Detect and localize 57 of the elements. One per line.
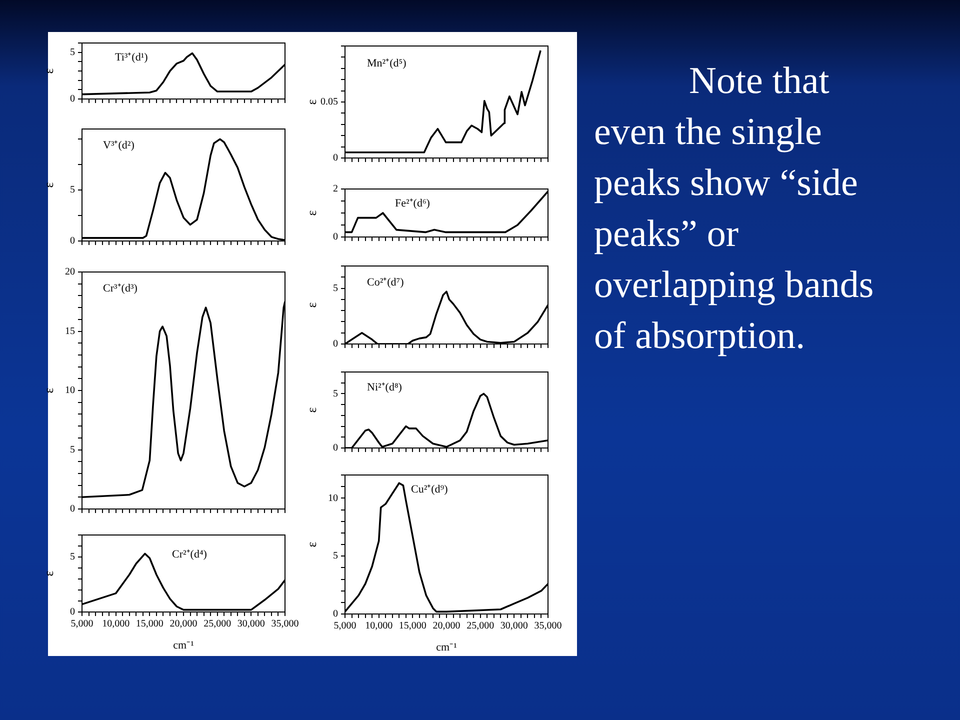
x-tick-label: 5,000 — [70, 618, 94, 630]
y-tick-label: 0 — [70, 606, 75, 618]
y-axis-title: ε — [41, 570, 56, 576]
y-tick-label: 15 — [65, 326, 75, 337]
text: Ni²⁺(d⁸) — [367, 381, 402, 394]
y-tick-label: 0 — [333, 442, 338, 454]
y-tick-label: 0 — [333, 232, 338, 243]
y-tick-label: 5 — [70, 552, 75, 563]
y-tick-label: 2 — [333, 184, 338, 195]
x-tick-label: 20,000 — [432, 620, 460, 632]
y-tick-label: 10 — [65, 385, 75, 396]
text: Note that even the single peaks show “side peaks” or overlapping bands of absorption. — [594, 59, 875, 359]
x-tick-label: 35,000 — [534, 620, 562, 632]
y-tick-label: 5 — [333, 388, 338, 400]
y-tick-label: 5 — [333, 282, 338, 294]
y-axis-title: ε — [304, 98, 320, 105]
y-tick-label: 0 — [333, 152, 338, 164]
y-axis-title: ε — [304, 541, 320, 548]
x-tick-label: 25,000 — [204, 618, 232, 630]
y-axis-title: ε — [304, 406, 320, 413]
text: Mn²⁺(d⁵) — [367, 57, 407, 70]
y-tick-label: 5 — [333, 550, 338, 562]
text: Cr³⁺(d³) — [103, 282, 138, 294]
text: Cr²⁺(d⁴) — [172, 548, 208, 560]
y-axis-title: ε — [304, 210, 320, 216]
text: Co²⁺(d⁷) — [367, 276, 404, 288]
x-axis-title: cm⁻¹ — [436, 641, 457, 654]
text: V³⁺(d²) — [103, 139, 135, 152]
x-axis-title: cm⁻¹ — [173, 639, 194, 652]
y-tick-label: 0.05 — [320, 96, 338, 108]
y-tick-label: 0 — [70, 94, 75, 105]
x-tick-label: 15,000 — [136, 618, 164, 630]
y-tick-label: 0 — [333, 608, 338, 620]
y-tick-label: 5 — [70, 46, 75, 58]
y-tick-label: 0 — [70, 504, 75, 515]
y-axis-title: ε — [41, 68, 56, 74]
text: Ti³⁺(d¹) — [115, 51, 148, 64]
y-tick-label: 5 — [70, 444, 75, 456]
x-tick-label: 30,000 — [237, 618, 265, 630]
x-tick-label: 10,000 — [365, 620, 393, 632]
text: Fe²⁺(d⁶) — [395, 197, 430, 210]
x-tick-label: 10,000 — [102, 618, 130, 630]
y-tick-label: 5 — [70, 184, 75, 196]
y-tick-label: 0 — [333, 338, 338, 350]
y-axis-title: ε — [41, 182, 56, 188]
y-tick-label: 20 — [65, 266, 75, 278]
y-axis-title: ε — [41, 387, 56, 394]
x-tick-label: 5,000 — [334, 620, 356, 632]
x-tick-label: 20,000 — [170, 618, 198, 630]
text: Cu²⁺(d⁹) — [411, 483, 448, 496]
y-tick-label: 10 — [328, 492, 338, 504]
y-axis-title: ε — [304, 302, 320, 308]
x-tick-label: 35,000 — [271, 618, 299, 630]
x-tick-label: 15,000 — [398, 620, 426, 632]
x-tick-label: 30,000 — [500, 620, 528, 632]
x-tick-label: 25,000 — [466, 620, 494, 632]
y-tick-label: 0 — [70, 236, 75, 247]
